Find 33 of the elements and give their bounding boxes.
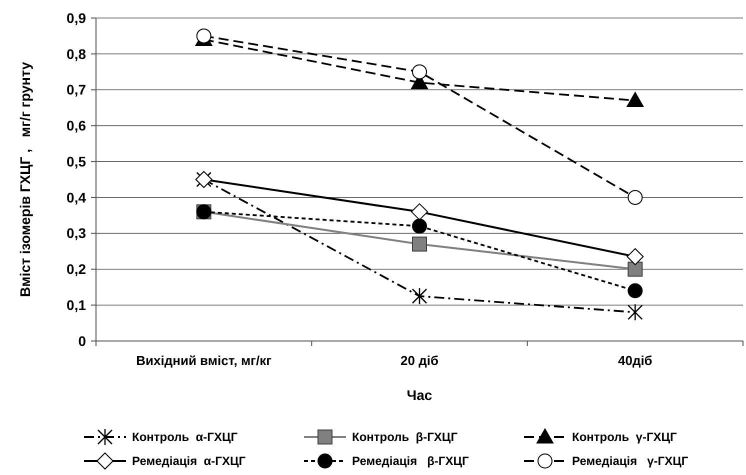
point	[626, 92, 644, 108]
legend-label: Контроль β-ГХЦГ	[352, 430, 458, 444]
point	[626, 248, 644, 266]
point	[411, 203, 428, 220]
x-axis-title: Час	[406, 387, 432, 403]
point	[628, 262, 643, 277]
point	[628, 190, 643, 205]
y-tick-label: 0,7	[66, 82, 86, 98]
y-tick-label: 0,4	[66, 189, 86, 206]
x-tick-label: 40діб	[618, 353, 652, 368]
x-tick-label: Вихідний вміст, мг/кг	[136, 353, 272, 368]
point	[628, 283, 643, 298]
y-tick-label: 0,9	[66, 10, 86, 26]
point	[412, 218, 427, 234]
point	[628, 304, 643, 321]
y-tick-label: 0,5	[66, 153, 86, 170]
x-tick-label: 20 діб	[400, 353, 438, 368]
y-tick-label: 0	[78, 332, 86, 349]
y-tick-label: 0,3	[66, 225, 86, 242]
point	[412, 287, 428, 305]
y-axis-title: Вміст ізомерів ГХЦГ , мг/г грунту	[17, 62, 33, 297]
point	[412, 236, 427, 252]
point	[196, 28, 212, 44]
legend-label: Контроль α-ГХЦГ	[132, 430, 238, 444]
y-tick-label: 0,1	[66, 297, 86, 314]
y-tick-label: 0,6	[66, 118, 86, 134]
y-tick-label: 0,8	[66, 46, 86, 62]
point	[412, 64, 427, 80]
legend-label: Ремедіація γ-ГХЦГ	[572, 454, 688, 468]
legend-label: Ремедіація α-ГХЦГ	[132, 454, 246, 468]
legend-label: Ремедіація β-ГХЦГ	[352, 454, 470, 468]
legend-label: Контроль γ-ГХЦГ	[572, 430, 678, 444]
y-tick-label: 0,2	[66, 261, 86, 278]
